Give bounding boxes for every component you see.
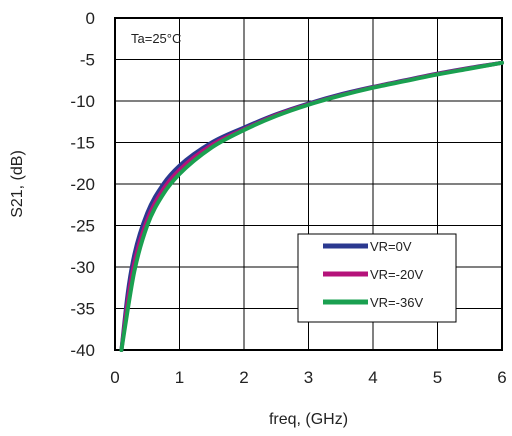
y-tick-label: -30 <box>70 258 95 277</box>
y-tick-label: -40 <box>70 341 95 360</box>
legend-label: VR=-36V <box>370 295 423 310</box>
legend-label: VR=0V <box>370 239 412 254</box>
y-tick-label: -25 <box>70 217 95 236</box>
y-tick-label: -20 <box>70 175 95 194</box>
y-tick-label: -35 <box>70 300 95 319</box>
series-line-3 <box>119 60 504 352</box>
y-tick-label: 0 <box>86 9 95 28</box>
x-tick-label: 4 <box>368 368 377 387</box>
tick-labels: 0 1 2 3 4 5 6 0 -5 -10 -15 -20 -25 -30 -35 -40 <box>70 9 506 387</box>
series-layer <box>119 60 504 352</box>
temperature-annotation: Ta=25°C <box>131 31 181 46</box>
legend-box <box>297 233 457 323</box>
x-tick-label: 1 <box>175 368 184 387</box>
x-tick-label: 2 <box>239 368 248 387</box>
legend: VR=0V VR=-20V VR=-36V <box>297 233 457 323</box>
y-tick-label: -10 <box>70 92 95 111</box>
x-tick-label: 6 <box>497 368 506 387</box>
plot-frame <box>114 17 503 351</box>
x-tick-label: 0 <box>110 368 119 387</box>
y-axis-label: S21, (dB) <box>9 150 26 218</box>
y-tick-label: -5 <box>80 51 95 70</box>
x-tick-label: 3 <box>304 368 313 387</box>
x-axis-label: freq, (GHz) <box>269 411 348 428</box>
legend-label: VR=-20V <box>370 267 423 282</box>
y-tick-label: -15 <box>70 134 95 153</box>
x-tick-label: 5 <box>433 368 442 387</box>
